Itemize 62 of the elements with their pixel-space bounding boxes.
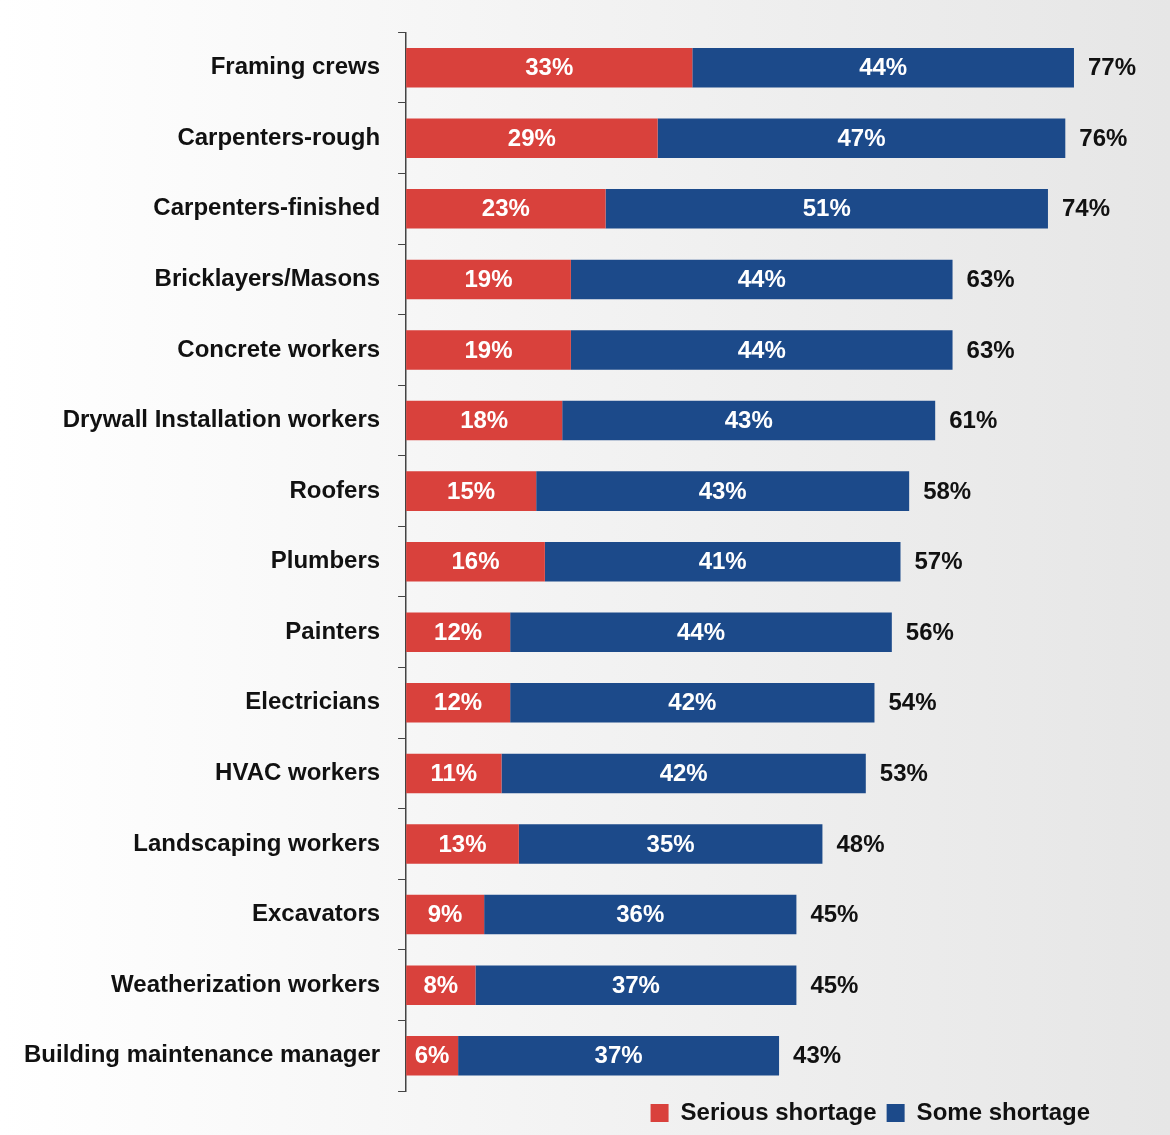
y-tick-label: Carpenters-rough bbox=[177, 122, 381, 150]
data-label: 44% bbox=[676, 617, 726, 645]
data-label: 23% bbox=[481, 194, 530, 222]
y-tick-label: Framing crews bbox=[210, 52, 381, 80]
y-tick-label: Bricklayers/Masons bbox=[154, 264, 381, 292]
legend-label: Serious shortage bbox=[680, 1097, 877, 1125]
y-tick-label: Roofers bbox=[289, 475, 381, 503]
total-label: 76% bbox=[1079, 123, 1128, 151]
total-label: 43% bbox=[793, 1041, 842, 1069]
y-tick-label: Building maintenance manager bbox=[24, 1040, 381, 1068]
total-label: 58% bbox=[923, 476, 972, 504]
data-label: 9% bbox=[427, 900, 463, 928]
y-tick-label: Landscaping workers bbox=[133, 828, 381, 856]
y-tick-label: Weatherization workers bbox=[111, 969, 381, 997]
total-label: 56% bbox=[905, 617, 954, 645]
legend-label: Some shortage bbox=[916, 1097, 1091, 1125]
data-label: 12% bbox=[434, 688, 483, 716]
data-label: 35% bbox=[646, 829, 695, 857]
data-label: 16% bbox=[451, 547, 500, 575]
data-label: 33% bbox=[525, 53, 574, 81]
y-tick-label: Painters bbox=[285, 616, 381, 644]
data-label: 29% bbox=[507, 123, 556, 151]
total-label: 61% bbox=[949, 406, 998, 434]
data-label: 11% bbox=[430, 759, 478, 787]
total-label: 63% bbox=[966, 335, 1015, 363]
data-label: 51% bbox=[802, 194, 851, 222]
data-label: 42% bbox=[659, 759, 708, 787]
total-label: 63% bbox=[966, 265, 1015, 293]
y-tick-label: Excavators bbox=[251, 899, 381, 927]
y-tick-label: Carpenters-finished bbox=[153, 193, 381, 221]
data-label: 36% bbox=[616, 900, 665, 928]
total-label: 57% bbox=[914, 547, 963, 575]
y-tick-label: HVAC workers bbox=[215, 758, 381, 786]
data-label: 13% bbox=[438, 829, 487, 857]
data-label: 19% bbox=[464, 265, 513, 293]
data-label: 37% bbox=[611, 970, 660, 998]
data-label: 6% bbox=[414, 1041, 450, 1069]
data-label: 18% bbox=[460, 406, 509, 434]
total-label: 48% bbox=[836, 829, 885, 857]
y-tick-label: Concrete workers bbox=[177, 334, 381, 362]
total-label: 45% bbox=[810, 970, 859, 998]
data-label: 12% bbox=[434, 617, 483, 645]
data-label: 37% bbox=[594, 1041, 643, 1069]
data-label: 15% bbox=[447, 476, 496, 504]
total-label: 74% bbox=[1061, 194, 1110, 222]
data-label: 44% bbox=[737, 265, 786, 293]
data-label: 19% bbox=[464, 335, 513, 363]
data-label: 41% bbox=[698, 547, 747, 575]
total-label: 77% bbox=[1087, 53, 1137, 81]
data-label: 43% bbox=[724, 406, 773, 434]
total-label: 45% bbox=[810, 900, 859, 928]
total-label: 54% bbox=[888, 688, 937, 716]
data-label: 8% bbox=[423, 970, 459, 998]
data-label: 44% bbox=[859, 53, 908, 81]
data-label: 43% bbox=[698, 476, 747, 504]
data-label: 42% bbox=[668, 688, 717, 716]
y-tick-label: Electricians bbox=[245, 687, 381, 715]
data-label: 44% bbox=[737, 335, 786, 363]
y-tick-label: Plumbers bbox=[270, 546, 381, 574]
y-tick-label: Drywall Installation workers bbox=[62, 405, 381, 433]
data-label: 47% bbox=[837, 123, 886, 151]
total-label: 53% bbox=[879, 759, 928, 787]
